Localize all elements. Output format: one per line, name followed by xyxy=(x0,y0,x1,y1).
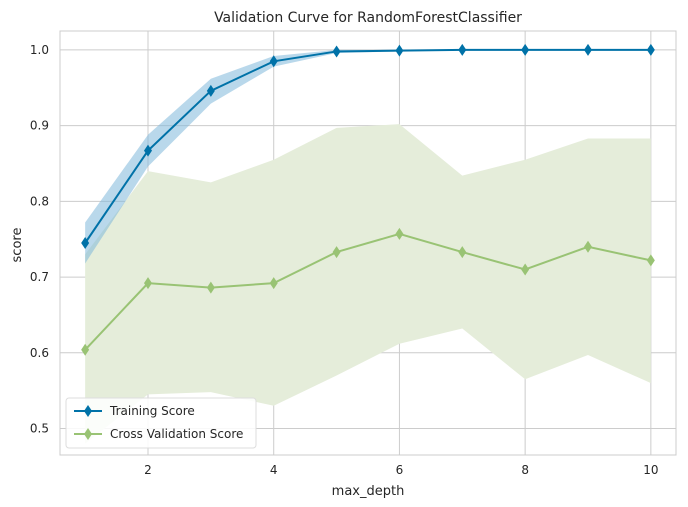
legend: Training Score Cross Validation Score xyxy=(65,397,257,449)
confidence-bands xyxy=(85,49,651,444)
y-tick-label: 0.5 xyxy=(30,422,49,436)
data-point xyxy=(521,263,530,276)
chart-title: Validation Curve for RandomForestClassif… xyxy=(214,10,522,26)
data-point xyxy=(206,281,215,294)
y-tick-label: 0.9 xyxy=(30,119,49,133)
data-point xyxy=(521,43,530,56)
plot-frame xyxy=(59,30,677,456)
x-tick-label: 8 xyxy=(521,463,529,477)
data-point xyxy=(332,45,341,58)
data-point xyxy=(584,43,592,56)
data-point xyxy=(144,277,152,290)
data-point xyxy=(395,227,404,240)
legend-swatch-marker xyxy=(84,428,92,440)
data-point xyxy=(332,246,341,259)
data-point xyxy=(458,246,467,259)
data-point xyxy=(81,343,90,356)
data-point xyxy=(395,44,404,57)
x-tick-label: 10 xyxy=(643,463,658,477)
data-point xyxy=(81,237,90,249)
legend-label: Training Score xyxy=(109,404,195,418)
data-point xyxy=(646,254,655,267)
x-tick-label: 6 xyxy=(396,463,404,477)
y-tick-label: 0.7 xyxy=(30,270,49,284)
series-lines xyxy=(84,48,652,351)
data-point xyxy=(646,43,655,56)
legend-label: Cross Validation Score xyxy=(110,427,243,441)
x-tick-label: 2 xyxy=(144,463,152,477)
legend-swatch-marker xyxy=(84,405,92,417)
tick-labels: 2 4 6 8 10 0.5 0.6 0.7 0.8 0.9 1.0 xyxy=(30,43,659,477)
series-markers xyxy=(81,43,655,356)
y-tick-label: 0.8 xyxy=(30,194,49,208)
data-point xyxy=(269,55,278,68)
data-point xyxy=(144,144,152,157)
data-point xyxy=(269,277,278,290)
legend-box xyxy=(65,397,257,449)
y-axis-label: score xyxy=(10,228,25,263)
line-cross-validation xyxy=(84,232,652,351)
y-tick-label: 1.0 xyxy=(30,43,49,57)
data-point xyxy=(206,84,215,97)
band-cross-validation xyxy=(85,124,651,444)
data-point xyxy=(584,240,592,253)
x-axis-label: max_depth xyxy=(332,484,405,499)
y-tick-label: 0.6 xyxy=(30,346,49,360)
line-training xyxy=(84,48,651,244)
data-point xyxy=(458,43,467,56)
x-tick-label: 4 xyxy=(270,463,278,477)
